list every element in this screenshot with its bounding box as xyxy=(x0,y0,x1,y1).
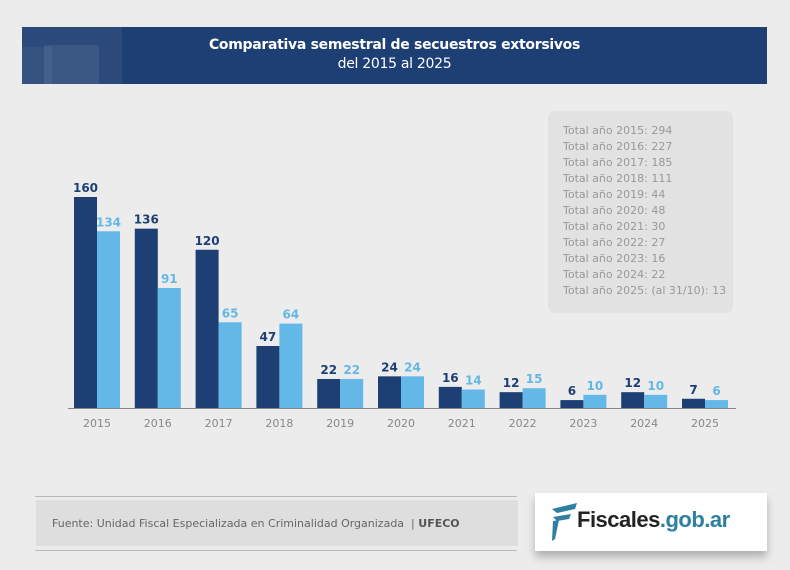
banner-decoration xyxy=(44,45,99,84)
data-label: 120 xyxy=(195,234,220,248)
data-label: 10 xyxy=(587,379,604,393)
data-label: 6 xyxy=(712,384,720,398)
total-year-item: Total año 2022: 27 xyxy=(563,236,666,249)
logo-domain: .gob.ar xyxy=(659,507,730,532)
data-label: 6 xyxy=(568,384,576,398)
bar-second-semester xyxy=(583,394,607,408)
data-label: 64 xyxy=(283,308,300,322)
bar-first-semester xyxy=(74,197,97,408)
bar-second-semester xyxy=(218,322,242,408)
total-year-item: Total año 2020: 48 xyxy=(563,204,666,217)
source-panel: Fuente: Unidad Fiscal Especializada en C… xyxy=(35,496,518,551)
data-label: 14 xyxy=(465,374,482,388)
total-year-item: Total año 2018: 111 xyxy=(563,172,673,185)
x-tick-label: 2017 xyxy=(205,417,233,430)
x-tick-label: 2015 xyxy=(83,417,111,430)
bar-first-semester xyxy=(134,228,158,408)
logo-text: Fiscales.gob.ar xyxy=(577,507,730,533)
bar-second-semester xyxy=(279,323,303,408)
data-label: 10 xyxy=(647,379,664,393)
data-label: 15 xyxy=(526,372,543,386)
data-label: 22 xyxy=(320,363,337,377)
logo-main: Fiscales xyxy=(577,507,660,532)
x-tick-label: 2025 xyxy=(691,417,719,430)
bar-first-semester xyxy=(195,249,219,408)
bar-second-semester xyxy=(157,287,181,408)
x-tick-label: 2019 xyxy=(326,417,354,430)
total-year-item: Total año 2021: 30 xyxy=(563,220,666,233)
x-tick-label: 2016 xyxy=(144,417,172,430)
x-tick-label: 2024 xyxy=(630,417,658,430)
x-tick-label: 2022 xyxy=(509,417,537,430)
bar-second-semester xyxy=(644,394,668,408)
bar-first-semester xyxy=(560,400,584,408)
data-label: 47 xyxy=(260,330,277,344)
source-tag: UFECO xyxy=(418,517,460,530)
bar-first-semester xyxy=(682,398,705,408)
banner-decoration xyxy=(22,47,52,84)
source-text: Fuente: Unidad Fiscal Especializada en C… xyxy=(52,517,460,530)
logo-flag-icon xyxy=(552,503,577,541)
bar-first-semester xyxy=(499,392,523,408)
bar-first-semester xyxy=(256,346,280,408)
total-year-item: Total año 2016: 227 xyxy=(563,140,673,153)
data-label: 136 xyxy=(134,213,159,227)
bar-first-semester xyxy=(317,378,341,408)
bar-second-semester xyxy=(97,231,120,408)
source-box: Fuente: Unidad Fiscal Especializada en C… xyxy=(36,500,518,546)
source-label: Fuente: Unidad Fiscal Especializada en C… xyxy=(52,517,405,530)
x-tick-label: 2021 xyxy=(448,417,476,430)
data-label: 12 xyxy=(503,376,520,390)
x-tick-label: 2018 xyxy=(265,417,293,430)
total-year-item: Total año 2023: 16 xyxy=(563,252,666,265)
bar-second-semester xyxy=(461,389,485,408)
data-label: 24 xyxy=(381,360,398,374)
data-label: 91 xyxy=(161,272,178,286)
header-banner: Comparativa semestral de secuestros exto… xyxy=(22,27,767,84)
data-label: 134 xyxy=(96,215,121,229)
fiscales-logo: Fiscales.gob.ar xyxy=(535,493,767,551)
total-year-item: Total año 2019: 44 xyxy=(563,188,666,201)
total-year-item: Total año 2025: (al 31/10): 13 xyxy=(563,284,727,297)
bar-first-semester xyxy=(378,376,401,408)
chart-title: Comparativa semestral de secuestros exto… xyxy=(208,37,581,53)
bar-second-semester xyxy=(401,376,424,408)
total-year-item: Total año 2017: 185 xyxy=(563,156,673,169)
chart-subtitle: del 2015 al 2025 xyxy=(337,56,452,72)
data-label: 12 xyxy=(624,376,641,390)
x-tick-label: 2023 xyxy=(569,417,597,430)
x-tick-label: 2020 xyxy=(387,417,415,430)
banner-decoration xyxy=(22,27,122,84)
totals-box: Total año 2015: 294 Total año 2016: 227 To… xyxy=(548,111,733,313)
data-label: 160 xyxy=(73,181,98,195)
bar-second-semester xyxy=(340,378,364,408)
data-label: 7 xyxy=(689,383,697,397)
total-year-item: Total año 2024: 22 xyxy=(563,268,666,281)
data-label: 22 xyxy=(343,363,360,377)
bar-first-semester xyxy=(621,392,645,408)
data-label: 24 xyxy=(404,360,421,374)
bar-second-semester xyxy=(705,400,728,408)
total-year-item: Total año 2015: 294 xyxy=(563,124,673,137)
bar-first-semester xyxy=(438,386,462,408)
data-label: 65 xyxy=(222,306,239,320)
data-label: 16 xyxy=(442,371,459,385)
bar-second-semester xyxy=(522,388,546,408)
